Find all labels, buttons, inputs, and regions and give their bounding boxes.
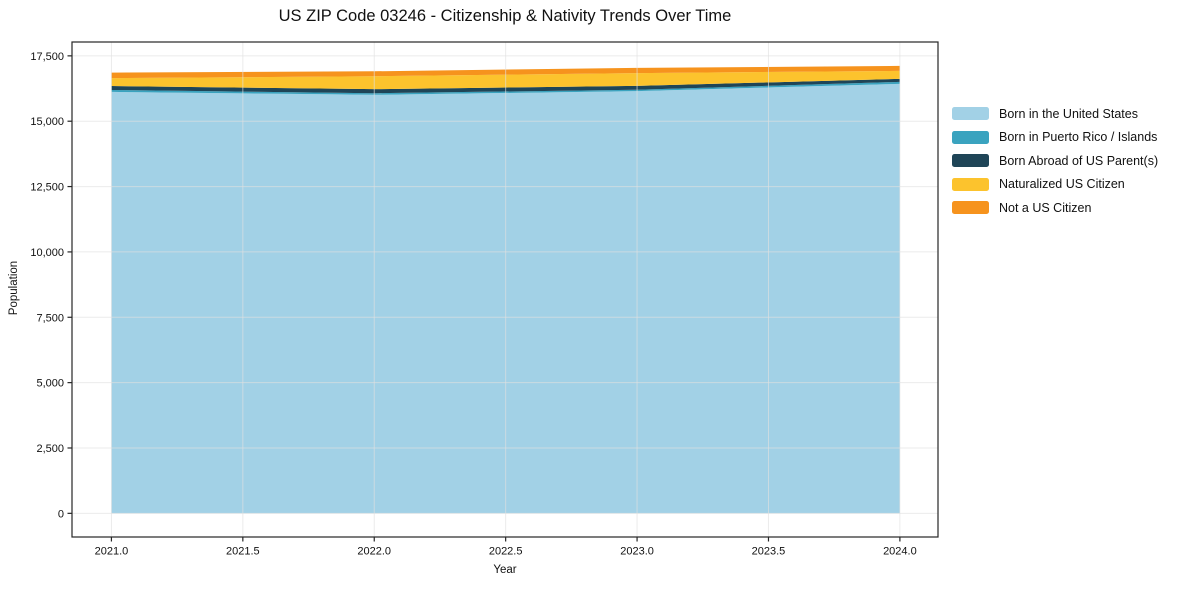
legend-item: Not a US Citizen [952, 200, 1158, 215]
legend-swatch [952, 201, 989, 214]
x-tick-label: 2022.5 [489, 546, 523, 558]
legend-swatch [952, 107, 989, 120]
legend-item: Naturalized US Citizen [952, 177, 1158, 191]
x-tick-label: 2023.5 [752, 546, 786, 558]
legend-label: Born in the United States [999, 106, 1138, 121]
y-tick-label: 17,500 [30, 51, 64, 63]
y-axis-label: Population [8, 260, 20, 316]
legend-label: Naturalized US Citizen [999, 177, 1125, 191]
x-axis-label: Year [493, 564, 517, 576]
legend-swatch [952, 154, 989, 167]
y-tick-label: 0 [58, 508, 64, 520]
x-tick-label: 2021.0 [95, 546, 129, 558]
y-tick-label: 12,500 [30, 182, 64, 194]
legend-item: Born in the United States [952, 106, 1158, 121]
legend-swatch [952, 130, 989, 144]
y-tick-label: 10,000 [30, 247, 64, 259]
x-tick-label: 2021.5 [226, 546, 260, 558]
legend-item: Born in Puerto Rico / Islands [952, 130, 1158, 144]
legend-label: Born in Puerto Rico / Islands [999, 130, 1158, 144]
plot-border [71, 41, 939, 538]
legend-item: Born Abroad of US Parent(s) [952, 153, 1159, 168]
x-tick-label: 2022.0 [357, 546, 391, 558]
x-tick-label: 2023.0 [620, 546, 654, 558]
x-tick-label: 2024.0 [883, 546, 917, 558]
y-tick-label: 7,500 [36, 312, 64, 324]
y-tick-label: 2,500 [36, 443, 64, 455]
y-tick-label: 5,000 [36, 378, 64, 390]
legend: Born in the United States Born in Puerto … [952, 107, 1158, 225]
y-tick-label: 15,000 [30, 116, 64, 128]
legend-swatch [952, 177, 989, 191]
chart-title: US ZIP Code 03246 - Citizenship & Nativi… [278, 7, 732, 25]
area-series-3 [111, 78, 900, 94]
legend-label: Not a US Citizen [999, 200, 1092, 215]
legend-label: Born Abroad of US Parent(s) [999, 153, 1159, 168]
